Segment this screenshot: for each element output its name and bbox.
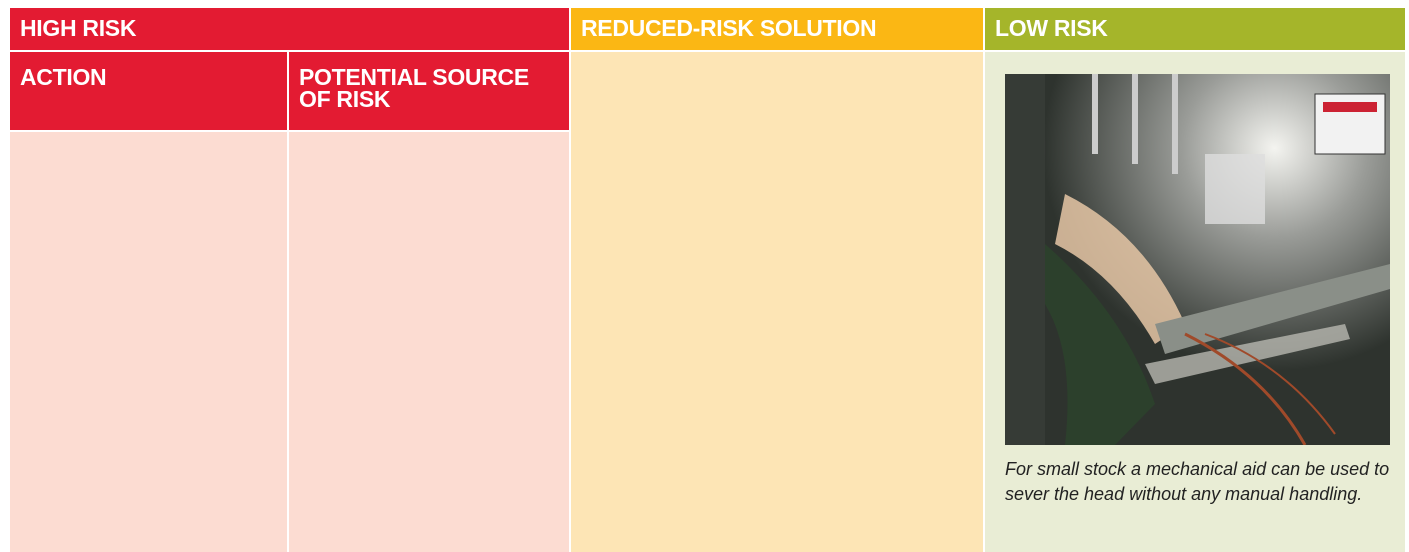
- header-high-risk: HIGH RISK: [10, 8, 569, 50]
- photo: [1005, 74, 1390, 445]
- header-reduced-risk: REDUCED-RISK SOLUTION: [571, 8, 983, 50]
- header-low-risk: LOW RISK: [985, 8, 1405, 50]
- subheader-source: POTENTIAL SOURCE OF RISK: [289, 52, 569, 130]
- source-cell: [289, 132, 569, 552]
- action-cell: [10, 132, 287, 552]
- solution-cell: [571, 52, 983, 552]
- subheader-action: ACTION: [10, 52, 287, 130]
- photo-caption: For small stock a mechanical aid can be …: [1005, 457, 1395, 507]
- subheader-source-text: POTENTIAL SOURCE OF RISK: [299, 66, 529, 110]
- page: HIGH RISK REDUCED-RISK SOLUTION LOW RISK…: [0, 0, 1409, 552]
